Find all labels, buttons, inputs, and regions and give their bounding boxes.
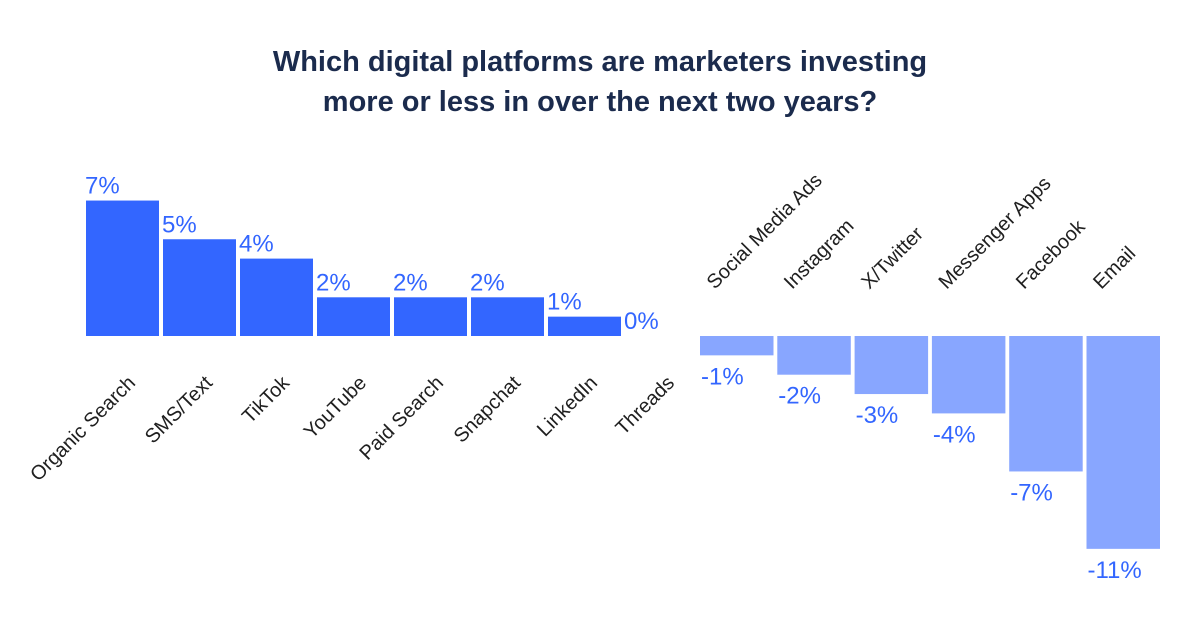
bar-tiktok bbox=[240, 258, 313, 336]
bar-linkedin bbox=[548, 316, 621, 336]
value-label-youtube: 2% bbox=[316, 269, 351, 296]
category-label-tiktok: TikTok bbox=[238, 371, 295, 428]
category-label-instagram: Instagram bbox=[780, 215, 858, 293]
bar-snapchat bbox=[471, 297, 544, 336]
bar-organic-search bbox=[86, 200, 159, 336]
bar-instagram bbox=[777, 336, 851, 375]
value-label-paid-search: 2% bbox=[393, 269, 428, 296]
bar-youtube bbox=[317, 297, 390, 336]
value-label-snapchat: 2% bbox=[470, 269, 505, 296]
bar-x-twitter bbox=[854, 336, 929, 395]
value-label-sms-text: 5% bbox=[162, 211, 197, 238]
value-label-organic-search: 7% bbox=[85, 173, 120, 200]
value-label-messenger-apps: -4% bbox=[933, 421, 976, 448]
value-label-social-media-ads: -1% bbox=[701, 363, 744, 390]
value-label-email: -11% bbox=[1088, 557, 1142, 584]
value-label-instagram: -2% bbox=[778, 383, 821, 410]
category-label-facebook: Facebook bbox=[1012, 215, 1090, 293]
chart-title-line-1: Which digital platforms are marketers in… bbox=[272, 46, 928, 78]
category-label-x-twitter: X/Twitter bbox=[857, 223, 928, 294]
value-label-linkedin: 1% bbox=[547, 289, 582, 316]
chart-title-line-2: more or less in over the next two years? bbox=[322, 86, 878, 118]
category-label-threads: Threads bbox=[612, 372, 679, 439]
category-label-linkedin: LinkedIn bbox=[533, 372, 602, 441]
bar-sms-text bbox=[163, 239, 236, 336]
category-label-youtube: YouTube bbox=[300, 372, 371, 443]
value-label-threads: 0% bbox=[624, 308, 659, 335]
bar-messenger-apps bbox=[931, 336, 1006, 414]
bar-facebook bbox=[1009, 336, 1083, 472]
category-label-organic-search: Organic Search bbox=[26, 372, 140, 486]
bar-social-media-ads bbox=[700, 336, 774, 356]
value-label-x-twitter: -3% bbox=[856, 402, 899, 429]
category-label-sms-text: SMS/Text bbox=[141, 372, 217, 448]
category-label-email: Email bbox=[1089, 243, 1140, 294]
bar-paid-search bbox=[394, 297, 467, 336]
value-label-tiktok: 4% bbox=[239, 231, 274, 258]
category-label-snapchat: Snapchat bbox=[450, 372, 526, 448]
bar-email bbox=[1086, 336, 1160, 549]
value-label-facebook: -7% bbox=[1010, 479, 1053, 506]
